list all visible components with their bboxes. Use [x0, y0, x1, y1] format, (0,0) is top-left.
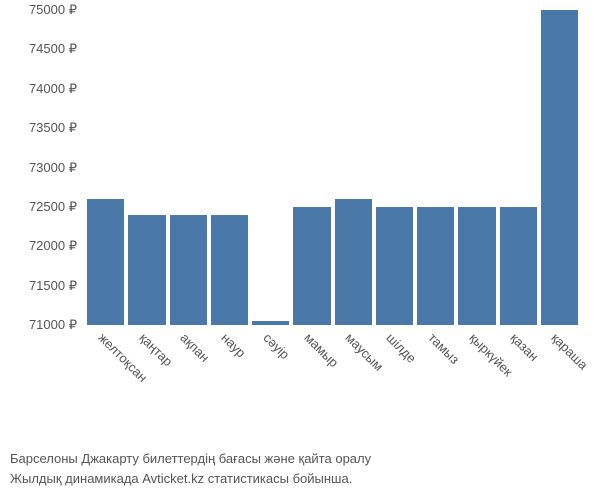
bar	[128, 215, 165, 325]
y-tick-label: 73500 ₽	[29, 120, 77, 136]
y-tick-label: 74500 ₽	[29, 41, 77, 57]
bar	[376, 207, 413, 325]
x-label-slot: мамыр	[293, 325, 330, 440]
bar	[458, 207, 495, 325]
x-label-slot: қыркүйек	[458, 325, 495, 440]
x-tick-label: сәуір	[260, 330, 292, 362]
x-tick-label: шілде	[384, 330, 420, 366]
y-tick-label: 71000 ₽	[29, 317, 77, 333]
caption-line-2: Жылдық динамикада Avticket.kz статистика…	[10, 469, 590, 489]
x-label-slot: сәуір	[252, 325, 289, 440]
caption-line-1: Барселоны Джакарту билеттердің бағасы жә…	[10, 449, 590, 469]
x-tick-label: ақпан	[178, 330, 213, 365]
bar	[170, 215, 207, 325]
x-label-slot: қараша	[541, 325, 578, 440]
x-label-slot: қаңтар	[128, 325, 165, 440]
x-axis: желтоқсанқаңтарақпаннаурсәуірмамырмаусым…	[85, 325, 580, 440]
bar	[293, 207, 330, 325]
x-tick-label: наур	[219, 330, 249, 360]
y-tick-label: 71500 ₽	[29, 278, 77, 294]
bars-group	[85, 10, 580, 325]
y-tick-label: 75000 ₽	[29, 2, 77, 18]
y-axis: 75000 ₽74500 ₽74000 ₽73500 ₽73000 ₽72500…	[10, 10, 80, 325]
x-label-slot: шілде	[376, 325, 413, 440]
bar	[87, 199, 124, 325]
bar	[211, 215, 248, 325]
x-label-slot: ақпан	[170, 325, 207, 440]
x-tick-label: қазан	[508, 330, 542, 364]
y-tick-label: 73000 ₽	[29, 160, 77, 176]
x-label-slot: қазан	[500, 325, 537, 440]
chart-caption: Барселоны Джакарту билеттердің бағасы жә…	[10, 449, 590, 488]
y-tick-label: 72000 ₽	[29, 238, 77, 254]
chart-container: 75000 ₽74500 ₽74000 ₽73500 ₽73000 ₽72500…	[10, 10, 590, 440]
y-tick-label: 74000 ₽	[29, 81, 77, 97]
x-label-slot: наур	[211, 325, 248, 440]
bar	[417, 207, 454, 325]
bar	[541, 10, 578, 325]
plot-area	[85, 10, 580, 325]
x-tick-label: тамыз	[425, 330, 462, 367]
x-label-slot: желтоқсан	[87, 325, 124, 440]
x-tick-label: қараша	[549, 330, 591, 372]
bar	[335, 199, 372, 325]
x-label-slot: маусым	[335, 325, 372, 440]
x-label-slot: тамыз	[417, 325, 454, 440]
bar	[500, 207, 537, 325]
y-tick-label: 72500 ₽	[29, 199, 77, 215]
